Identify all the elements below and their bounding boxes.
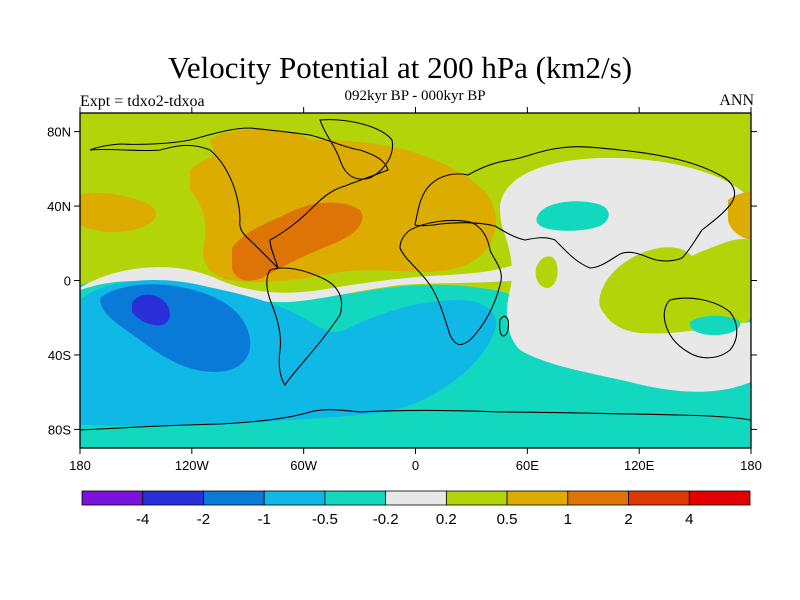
y-tick-label: 80N bbox=[47, 125, 71, 140]
x-tick-label: 120W bbox=[175, 458, 210, 473]
contour-fields bbox=[80, 113, 751, 448]
colorbar-label: -4 bbox=[136, 511, 149, 528]
x-tick-label: 60E bbox=[516, 458, 539, 473]
x-tick-label: 0 bbox=[412, 458, 419, 473]
colorbar-label: -2 bbox=[197, 511, 210, 528]
colorbar-segment bbox=[82, 491, 143, 505]
colorbar-segment bbox=[143, 491, 204, 505]
colorbar-segment bbox=[264, 491, 325, 505]
colorbar-segment bbox=[568, 491, 629, 505]
colorbar: -4 -2 -1 -0.5 -0.2 0.2 0.5 1 2 4 bbox=[82, 491, 750, 528]
colorbar-label: 0.5 bbox=[497, 511, 518, 528]
colorbar-segment bbox=[325, 491, 386, 505]
x-tick-label: 180 bbox=[69, 458, 91, 473]
x-tick-label: 120E bbox=[624, 458, 655, 473]
colorbar-label: 0.2 bbox=[436, 511, 457, 528]
colorbar-segment bbox=[203, 491, 264, 505]
x-tick-label: 180 bbox=[740, 458, 762, 473]
colorbar-segment bbox=[629, 491, 690, 505]
x-tick-label: 60W bbox=[290, 458, 317, 473]
colorbar-label: -0.2 bbox=[373, 511, 399, 528]
colorbar-segment bbox=[386, 491, 447, 505]
colorbar-label: -1 bbox=[258, 511, 271, 528]
y-tick-label: 40N bbox=[47, 199, 71, 214]
colorbar-segment bbox=[689, 491, 750, 505]
y-tick-label: 0 bbox=[64, 274, 71, 289]
colorbar-label: 1 bbox=[564, 511, 572, 528]
colorbar-label: -0.5 bbox=[312, 511, 338, 528]
y-tick-label: 40S bbox=[48, 348, 71, 363]
colorbar-segment bbox=[446, 491, 507, 505]
colorbar-label: 2 bbox=[624, 511, 632, 528]
colorbar-label: 4 bbox=[685, 511, 693, 528]
colorbar-segment bbox=[507, 491, 568, 505]
y-tick-label: 80S bbox=[48, 422, 71, 437]
